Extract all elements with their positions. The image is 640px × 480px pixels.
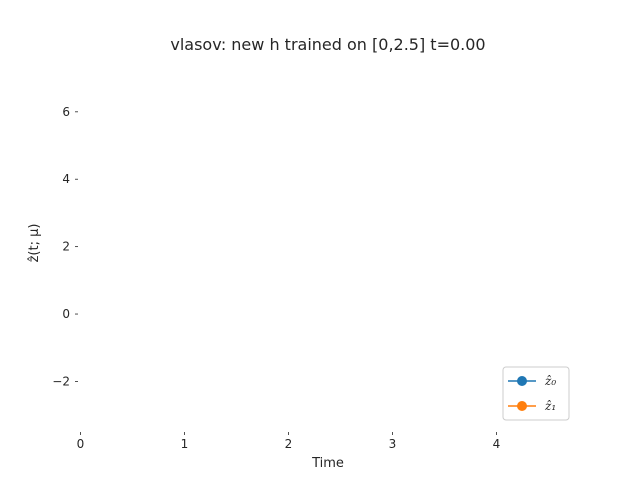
y-axis: −2 0 2 4 6 [52, 105, 78, 388]
legend: ẑ₀ ẑ₁ [502, 366, 570, 421]
legend-box [502, 366, 570, 421]
x-tick-label: 3 [389, 437, 397, 451]
legend-label-1: ẑ₁ [544, 399, 556, 413]
y-tick-label: 2 [62, 240, 70, 254]
chart-title: vlasov: new h trained on [0,2.5] t=0.00 [170, 35, 485, 54]
x-tick-label: 0 [77, 437, 85, 451]
x-axis-label: Time [311, 456, 344, 471]
x-tick-label: 4 [493, 437, 501, 451]
y-tick-label: 4 [62, 172, 70, 186]
legend-label-0: ẑ₀ [544, 374, 556, 388]
legend-marker-0 [517, 376, 527, 386]
y-tick-label: 6 [62, 105, 70, 119]
x-axis: 0 1 2 3 4 [77, 432, 501, 451]
x-tick-label: 1 [181, 437, 189, 451]
y-tick-label: 0 [62, 307, 70, 321]
y-axis-label: ẑ(t; μ) [27, 224, 42, 263]
y-tick-label: −2 [52, 374, 70, 388]
legend-marker-1 [517, 401, 527, 411]
x-tick-label: 2 [285, 437, 293, 451]
